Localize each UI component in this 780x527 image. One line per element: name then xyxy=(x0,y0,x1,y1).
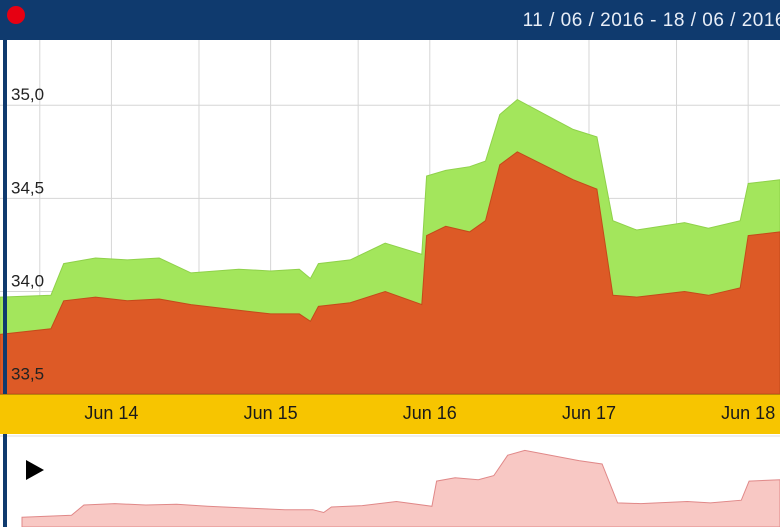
main-chart[interactable]: 33,5 34,0 34,5 35,0 xyxy=(0,40,780,394)
x-tick-label: Jun 14 xyxy=(84,403,139,423)
navigator-area xyxy=(21,449,780,527)
chart-header: 11 / 06 / 2016 - 18 / 06 / 2016 xyxy=(0,0,780,40)
x-tick-label: Jun 17 xyxy=(561,403,617,423)
x-tick-label: Jun 18 xyxy=(721,403,776,423)
y-tick-label: 35,0 xyxy=(11,85,44,104)
y-tick-label: 33,5 xyxy=(11,365,44,384)
navigator-chart[interactable] xyxy=(0,434,780,527)
y-axis-labels: 33,5 34,0 34,5 35,0 xyxy=(11,85,44,383)
x-tick-label: Jun 15 xyxy=(243,403,298,423)
play-icon[interactable] xyxy=(26,460,44,480)
date-range-label: 11 / 06 / 2016 - 18 / 06 / 2016 xyxy=(522,10,780,31)
y-tick-label: 34,0 xyxy=(11,272,44,291)
lower-band-area xyxy=(0,151,780,394)
x-axis-bar: Jun 14 Jun 15 Jun 16 Jun 17 Jun 18 xyxy=(0,394,780,434)
x-tick-label: Jun 16 xyxy=(402,403,457,423)
record-dot-icon xyxy=(7,6,25,24)
y-tick-label: 34,5 xyxy=(11,178,44,197)
